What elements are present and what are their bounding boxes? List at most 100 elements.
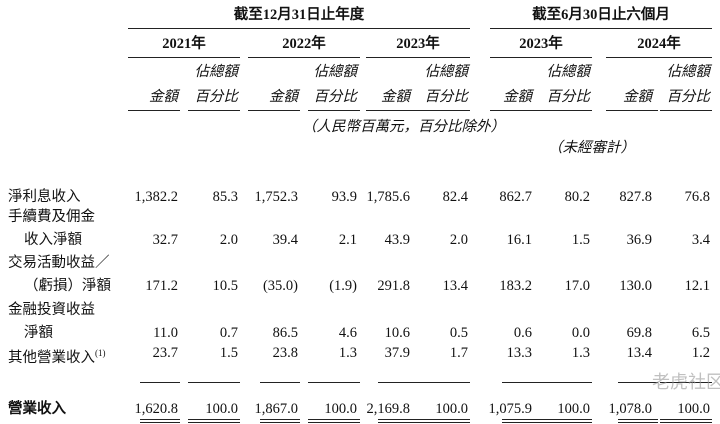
audit-note: （未經審計） (548, 140, 635, 156)
cell: 17.0 (564, 278, 590, 294)
cell: 100.0 (677, 401, 710, 417)
cell: 183.2 (499, 278, 532, 294)
year-header: 2022年 (282, 36, 326, 52)
cell: 1.3 (571, 345, 590, 361)
rule (260, 382, 300, 383)
year-header: 2023年 (396, 36, 440, 52)
cell: 1,382.2 (134, 189, 179, 205)
cell: 12.1 (684, 278, 710, 294)
cell: 82.4 (442, 189, 468, 205)
row-label: （虧損）淨額 (24, 278, 111, 294)
amount-header: 金額 (623, 89, 652, 105)
cell: 13.4 (442, 278, 468, 294)
cell: 43.9 (384, 232, 410, 248)
rule (618, 422, 658, 423)
cell: 10.5 (212, 278, 238, 294)
pct-header: 佔總額 (194, 64, 239, 80)
rule (128, 28, 470, 29)
cell: 1.7 (449, 345, 468, 361)
row-label: 金融投資收益 (8, 302, 95, 318)
row-label: 淨利息收入 (8, 189, 81, 205)
rule (490, 28, 712, 29)
pct-header: 百分比 (424, 89, 469, 105)
pct-header: 百分比 (546, 89, 591, 105)
rule (540, 419, 592, 420)
cell: 11.0 (153, 325, 178, 341)
rule (140, 382, 180, 383)
rule (308, 419, 360, 420)
rule (260, 422, 300, 423)
cell: 69.8 (626, 325, 652, 341)
rule (418, 422, 470, 423)
cell: 100.0 (205, 401, 238, 417)
rule (606, 57, 712, 58)
cell: 1,752.3 (254, 189, 299, 205)
cell: 13.4 (626, 345, 652, 361)
group-header: 截至6月30日止六個月 (532, 7, 670, 23)
rule (308, 422, 360, 423)
rule (188, 419, 240, 420)
rule (490, 57, 592, 58)
cell: 2,169.8 (366, 401, 411, 417)
pct-header: 百分比 (313, 89, 358, 105)
row-label: 淨額 (24, 325, 53, 341)
rule (540, 422, 592, 423)
rule (140, 419, 180, 420)
cell: 80.2 (564, 189, 590, 205)
rule (366, 110, 418, 111)
cell: 2.0 (449, 232, 468, 248)
rule (418, 382, 470, 383)
cell: 3.4 (691, 232, 710, 248)
amount-header: 金額 (381, 89, 410, 105)
cell: 1,785.6 (366, 189, 411, 205)
amount-header: 金額 (503, 89, 532, 105)
cell: 1.2 (691, 345, 710, 361)
row-label: 收入淨額 (24, 232, 82, 248)
rule (660, 422, 712, 423)
rule (418, 110, 470, 111)
rule (606, 110, 658, 111)
rule (128, 57, 240, 58)
cell: 1,078.0 (608, 401, 653, 417)
rule (660, 110, 712, 111)
rule (418, 419, 470, 420)
cell: 16.1 (506, 232, 532, 248)
rule (502, 419, 542, 420)
cell: 85.3 (212, 189, 238, 205)
cell: 2.1 (338, 232, 357, 248)
pct-header: 佔總額 (313, 64, 358, 80)
cell: 23.8 (272, 345, 298, 361)
pct-header: 佔總額 (546, 64, 591, 80)
rule (308, 382, 360, 383)
rule (378, 422, 418, 423)
cell: 36.9 (626, 232, 652, 248)
rule (260, 419, 300, 420)
pct-header: 佔總額 (666, 64, 711, 80)
cell: 1,075.9 (488, 401, 533, 417)
cell: 39.4 (272, 232, 298, 248)
cell: 32.7 (152, 232, 178, 248)
rule (366, 57, 470, 58)
year-header: 2024年 (637, 36, 681, 52)
cell: 37.9 (384, 345, 410, 361)
year-header: 2023年 (519, 36, 563, 52)
rule (540, 382, 592, 383)
pct-header: 百分比 (194, 89, 239, 105)
cell: 0.0 (571, 325, 590, 341)
cell: 1.5 (219, 345, 238, 361)
cell: 76.8 (684, 189, 710, 205)
cell: 2.0 (219, 232, 238, 248)
row-label: 其他營業收入(1) (8, 348, 106, 366)
cell: 4.6 (338, 325, 357, 341)
pct-header: 佔總額 (424, 64, 469, 80)
cell: 171.2 (145, 278, 178, 294)
rule (248, 110, 300, 111)
cell: 1,620.8 (134, 401, 179, 417)
rule (490, 110, 542, 111)
rule (248, 57, 360, 58)
cell: 6.5 (691, 325, 710, 341)
cell: 827.8 (619, 189, 652, 205)
year-header: 2021年 (162, 36, 206, 52)
pct-header: 百分比 (666, 89, 711, 105)
